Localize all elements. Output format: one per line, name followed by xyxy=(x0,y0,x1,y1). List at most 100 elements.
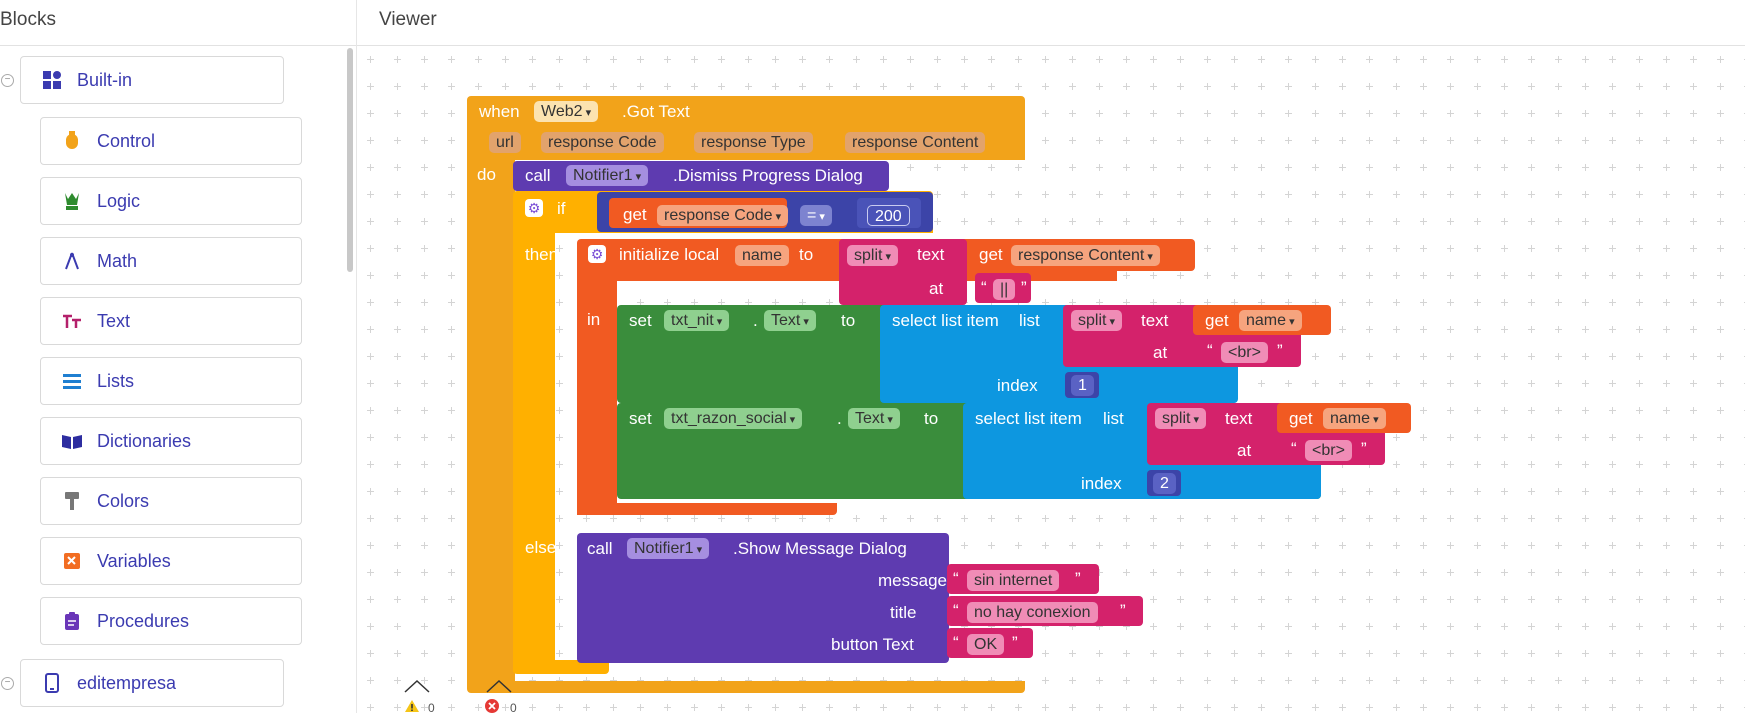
split-dropdown[interactable]: split xyxy=(1155,408,1207,429)
set-component-dropdown[interactable]: txt_razon_social xyxy=(664,408,803,429)
init-local-body xyxy=(577,281,617,515)
phone-icon xyxy=(41,672,63,694)
in-label: in xyxy=(587,310,601,329)
index-value[interactable]: 1 xyxy=(1071,375,1094,396)
set-component-dropdown[interactable]: txt_nit xyxy=(664,310,730,331)
param-response-content[interactable]: response Content xyxy=(845,132,986,153)
do-label: do xyxy=(477,165,496,184)
drawer-label: Procedures xyxy=(97,610,190,631)
get-var-dropdown[interactable]: name xyxy=(1239,310,1302,331)
collapse-builtin-icon[interactable]: − xyxy=(1,74,14,87)
drawer-procedures[interactable]: Procedures xyxy=(40,597,302,645)
index-value[interactable]: 2 xyxy=(1153,473,1176,494)
compare-op-dropdown[interactable]: = xyxy=(800,205,832,226)
quote-open: “ xyxy=(953,633,959,652)
blocks-scrollbar[interactable] xyxy=(347,48,353,272)
get-var-dropdown[interactable]: name xyxy=(1323,408,1386,429)
lists-icon xyxy=(61,370,83,392)
toggle-errors-arrow-icon[interactable] xyxy=(485,679,513,693)
dismiss-method: .Dismiss Progress Dialog xyxy=(673,166,863,185)
title-value[interactable]: no hay conexion xyxy=(967,602,1098,623)
drawer-control[interactable]: Control xyxy=(40,117,302,165)
event-block-body xyxy=(467,160,515,685)
quote-open: “ xyxy=(981,278,987,297)
builtin-icon xyxy=(41,69,63,91)
init-local-foot xyxy=(577,503,837,515)
quote-close: ” xyxy=(1120,601,1126,620)
param-response-type[interactable]: response Type xyxy=(694,132,813,153)
button-text-label: button Text xyxy=(831,635,914,654)
event-block-foot xyxy=(467,681,1025,693)
dictionaries-icon xyxy=(61,430,83,452)
then-label: then xyxy=(525,245,559,264)
list-label: list xyxy=(1103,409,1124,428)
procedures-icon xyxy=(61,610,83,632)
drawer-text[interactable]: Text xyxy=(40,297,302,345)
param-url[interactable]: url xyxy=(489,132,521,153)
drawer-colors[interactable]: Colors xyxy=(40,477,302,525)
blocks-panel: Blocks − Built-in Control Logic Math Tex… xyxy=(0,0,357,713)
index-label: index xyxy=(1081,474,1122,493)
separator-value[interactable]: <br> xyxy=(1221,342,1268,363)
text-icon xyxy=(61,310,83,332)
call-label: call xyxy=(587,539,613,558)
number-value[interactable]: 200 xyxy=(867,205,910,226)
text-label: text xyxy=(1141,311,1169,330)
quote-open: “ xyxy=(1291,439,1297,458)
button-value[interactable]: OK xyxy=(967,634,1005,655)
to-label: to xyxy=(841,311,856,330)
quote-open: “ xyxy=(953,601,959,620)
error-icon xyxy=(485,699,499,713)
text-label: text xyxy=(1225,409,1253,428)
drawer-label: Logic xyxy=(97,190,141,211)
message-value[interactable]: sin internet xyxy=(967,570,1060,591)
drawer-logic[interactable]: Logic xyxy=(40,177,302,225)
index-label: index xyxy=(997,376,1038,395)
drawer-dictionaries[interactable]: Dictionaries xyxy=(40,417,302,465)
builtin-category[interactable]: Built-in xyxy=(20,56,284,104)
toggle-warnings-arrow-icon[interactable] xyxy=(403,679,431,693)
drawer-math[interactable]: Math xyxy=(40,237,302,285)
event-component-dropdown[interactable]: Web2 xyxy=(534,101,599,122)
param-response-code[interactable]: response Code xyxy=(541,132,664,153)
message-label: message xyxy=(878,571,947,590)
screen-category[interactable]: editempresa xyxy=(20,659,284,707)
select-label: select list item xyxy=(892,311,999,330)
drawer-label: Text xyxy=(97,310,131,331)
drawer-label: Control xyxy=(97,130,156,151)
drawer-label: Math xyxy=(97,250,138,271)
local-var-name[interactable]: name xyxy=(735,245,790,266)
split-dropdown[interactable]: split xyxy=(847,245,899,266)
get-var-dropdown[interactable]: response Code xyxy=(657,205,789,226)
separator-value[interactable]: || xyxy=(993,279,1016,300)
set-property-dropdown[interactable]: Text xyxy=(848,408,900,429)
show-component-dropdown[interactable]: Notifier1 xyxy=(627,538,710,559)
dot-label: . xyxy=(837,409,842,428)
drawer-label: Colors xyxy=(97,490,150,511)
collapse-screen-icon[interactable]: − xyxy=(1,677,14,690)
builtin-label: Built-in xyxy=(77,69,133,90)
dismiss-component-dropdown[interactable]: Notifier1 xyxy=(566,165,649,186)
get-label: get xyxy=(623,205,647,224)
show-method: .Show Message Dialog xyxy=(733,539,907,558)
init-mutator-gear-icon[interactable]: ⚙ xyxy=(588,245,606,263)
viewer-title: Viewer xyxy=(357,0,1745,46)
viewer-workspace[interactable]: Viewer when Web2 .Got Text url response … xyxy=(357,0,1745,713)
separator-value[interactable]: <br> xyxy=(1305,440,1352,461)
event-name: .Got Text xyxy=(622,102,690,121)
drawer-lists[interactable]: Lists xyxy=(40,357,302,405)
split-dropdown[interactable]: split xyxy=(1071,310,1123,331)
drawer-label: Lists xyxy=(97,370,135,391)
math-icon xyxy=(61,250,83,272)
get-label: get xyxy=(1205,311,1229,330)
dot-label: . xyxy=(753,311,758,330)
if-label: if xyxy=(557,199,566,218)
get-label: get xyxy=(979,245,1003,264)
at-label: at xyxy=(1237,441,1252,460)
blocks-panel-title: Blocks xyxy=(0,0,356,46)
warning-icon xyxy=(405,700,419,712)
set-property-dropdown[interactable]: Text xyxy=(764,310,816,331)
get-var-dropdown[interactable]: response Content xyxy=(1011,245,1160,266)
if-mutator-gear-icon[interactable]: ⚙ xyxy=(525,199,543,217)
drawer-variables[interactable]: Variables xyxy=(40,537,302,585)
